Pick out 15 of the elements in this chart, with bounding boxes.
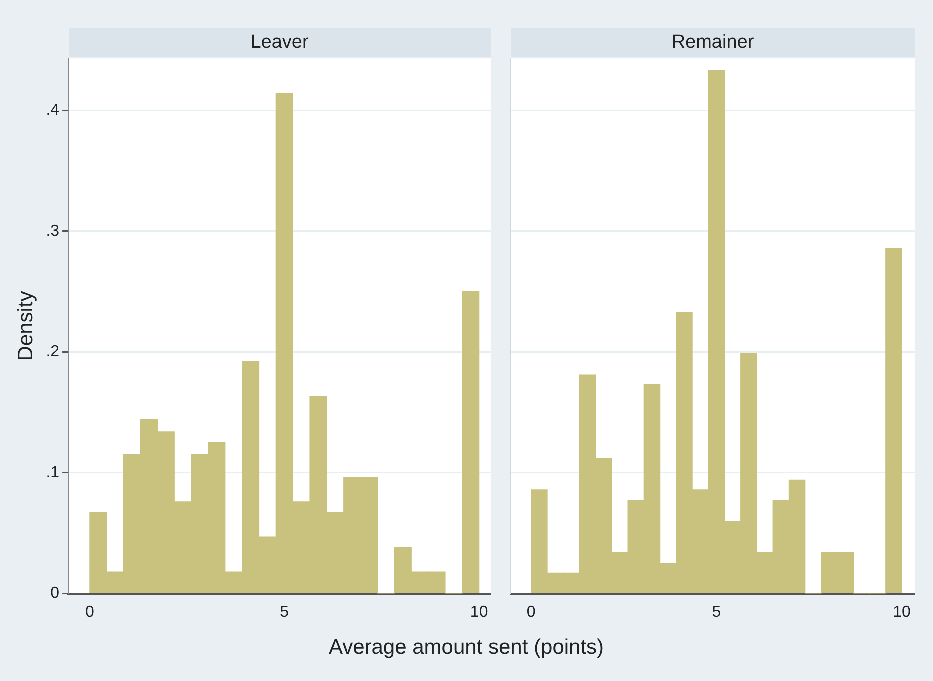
y-tick-label: .4 [46, 102, 60, 119]
x-axis-title: Average amount sent (points) [328, 636, 606, 660]
y-tick-label: 0 [50, 585, 60, 602]
x-tick-label: 5 [280, 604, 290, 621]
x-tick-label: 5 [712, 604, 722, 621]
chart-title: Leaver [68, 28, 491, 57]
x-tick-label: 10 [893, 604, 912, 621]
y-axis-title: Density [14, 290, 38, 362]
y-tick-label: .2 [46, 344, 60, 361]
chart-title: Remainer [511, 28, 915, 57]
y-tick-label: .3 [46, 222, 60, 240]
x-tick-label: 0 [86, 604, 95, 621]
y-tick-label: .1 [46, 464, 60, 482]
x-tick-label: 10 [470, 604, 488, 621]
x-tick-label: 0 [526, 604, 536, 621]
